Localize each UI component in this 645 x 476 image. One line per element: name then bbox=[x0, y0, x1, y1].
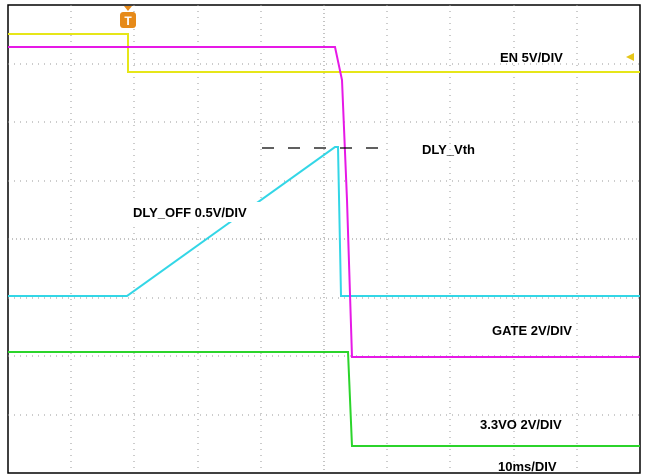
vth-label: DLY_Vth bbox=[422, 142, 475, 157]
vo-trace bbox=[8, 351, 640, 447]
dly-label: DLY_OFF 0.5V/DIV bbox=[133, 205, 247, 220]
en-label: EN 5V/DIV bbox=[500, 50, 563, 65]
trigger-arrow bbox=[124, 6, 132, 11]
en-marker bbox=[626, 53, 634, 61]
grid bbox=[8, 5, 640, 473]
trigger-marker bbox=[120, 12, 136, 28]
label-bg bbox=[130, 202, 306, 222]
gate-trace bbox=[8, 46, 640, 358]
en-trace bbox=[8, 33, 640, 73]
timebase-label: 10ms/DIV bbox=[498, 459, 557, 474]
vo-label: 3.3VO 2V/DIV bbox=[480, 417, 562, 432]
gate-label: GATE 2V/DIV bbox=[492, 323, 572, 338]
dly-trace bbox=[8, 146, 640, 297]
trigger-label: T bbox=[124, 14, 132, 28]
